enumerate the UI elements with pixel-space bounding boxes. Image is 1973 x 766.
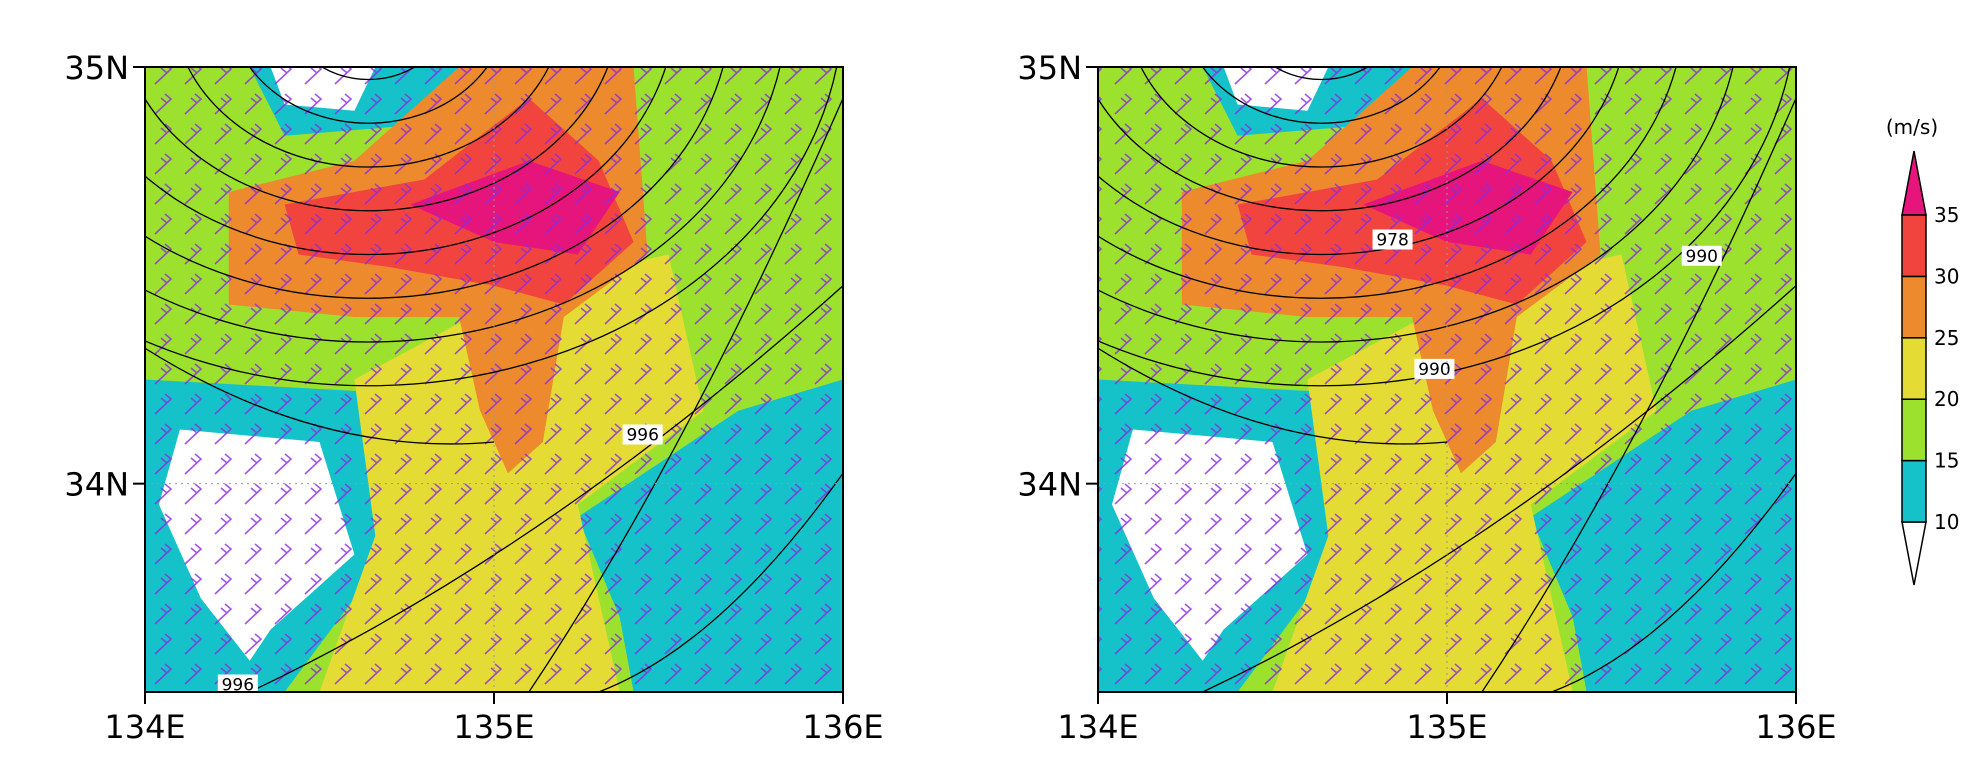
map-panel	[1098, 67, 1796, 692]
x-tick-label: 135E	[453, 708, 534, 746]
isobar	[1201, 67, 1441, 124]
isobar	[1098, 67, 1677, 299]
contour-label-bg	[622, 424, 663, 445]
isobar	[249, 285, 843, 692]
contour-label-bg	[1414, 358, 1455, 379]
colorbar-label: 20	[1934, 387, 1959, 411]
x-tick-label: 136E	[1755, 708, 1836, 746]
contour-label: 996	[626, 426, 658, 446]
colorbar-segment	[1901, 275, 1927, 339]
isobar	[145, 67, 667, 256]
colorbar-over	[1901, 150, 1927, 216]
isobar	[1098, 67, 1791, 387]
isobar	[1481, 97, 1796, 692]
colorbar-label: 25	[1934, 326, 1959, 350]
contour-label: 990	[1686, 247, 1718, 267]
y-tick-label: 35N	[64, 49, 129, 87]
contour-label-bg	[217, 674, 258, 695]
isobar	[1273, 67, 1369, 81]
isobar	[528, 97, 843, 692]
isobar	[1098, 347, 1448, 445]
y-tick-label: 34N	[64, 466, 129, 504]
x-tick-label: 134E	[1057, 708, 1138, 746]
isobar	[145, 347, 495, 445]
isobar	[145, 67, 838, 387]
isobar	[145, 67, 781, 343]
x-tick-label: 135E	[1406, 708, 1487, 746]
colorbar-segment	[1901, 214, 1927, 278]
colorbar-segment	[1901, 398, 1927, 462]
map-panel	[145, 67, 843, 692]
y-tick-label: 35N	[1017, 49, 1082, 87]
contour-label-bg	[1681, 245, 1722, 266]
isobar	[320, 67, 416, 81]
colorbar-segment	[1901, 337, 1927, 400]
isobar	[1098, 67, 1620, 256]
isobar	[145, 67, 609, 212]
x-tick-label: 134E	[104, 708, 185, 746]
contour-label-bg	[1372, 229, 1413, 250]
contour-label: 990	[1418, 360, 1450, 380]
isobar	[1098, 67, 1562, 212]
isobar	[145, 67, 724, 299]
isobar	[1098, 67, 1734, 343]
contour-label: 978	[1376, 231, 1408, 251]
colorbar-unit: (m/s)	[1886, 115, 1938, 139]
isobar	[598, 472, 843, 692]
colorbar-label: 15	[1934, 449, 1959, 473]
colorbar-segment	[1901, 459, 1927, 523]
isobar	[1551, 472, 1796, 692]
isobar	[1140, 67, 1503, 168]
colorbar-under	[1901, 521, 1927, 586]
isobar	[1202, 285, 1796, 692]
x-tick-label: 136E	[802, 708, 883, 746]
isobar	[248, 67, 488, 124]
colorbar-label: 30	[1934, 264, 1959, 288]
contour-label: 996	[222, 676, 254, 696]
colorbar-label: 10	[1934, 510, 1959, 534]
colorbar-label: 35	[1934, 203, 1959, 227]
y-tick-label: 34N	[1017, 466, 1082, 504]
isobar	[187, 67, 550, 168]
